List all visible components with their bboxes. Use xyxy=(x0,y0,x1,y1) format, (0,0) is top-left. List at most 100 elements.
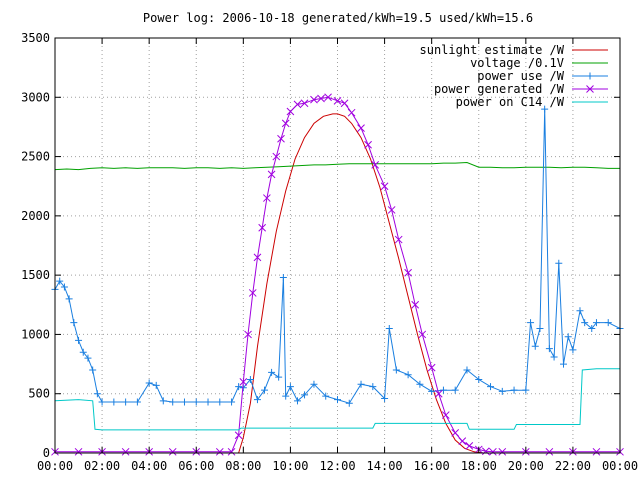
series-4 xyxy=(54,368,620,431)
data-point xyxy=(404,371,412,379)
data-point xyxy=(489,447,497,456)
data-point xyxy=(381,394,389,402)
data-point xyxy=(79,348,87,356)
legend-label: power generated /W xyxy=(434,82,565,96)
data-point xyxy=(481,447,490,456)
data-point xyxy=(347,108,356,117)
data-point xyxy=(498,447,507,456)
data-point xyxy=(498,387,506,395)
data-point xyxy=(369,383,377,391)
data-point xyxy=(258,223,267,232)
data-point xyxy=(263,194,271,202)
series-2 xyxy=(51,105,624,407)
data-point xyxy=(204,398,212,406)
data-point xyxy=(550,353,558,361)
data-point xyxy=(253,253,262,262)
x-tick-label: 00:00 xyxy=(602,459,638,473)
data-point xyxy=(261,386,269,394)
data-point xyxy=(293,100,302,109)
data-point xyxy=(216,398,224,406)
data-point xyxy=(235,383,243,391)
data-point xyxy=(569,346,577,354)
series-layer xyxy=(51,93,624,456)
data-point xyxy=(317,94,325,103)
data-point xyxy=(581,319,589,327)
x-tick-label: 02:00 xyxy=(84,459,120,473)
data-point xyxy=(404,268,412,277)
data-point xyxy=(531,342,539,350)
data-point xyxy=(192,398,200,406)
x-tick-label: 06:00 xyxy=(178,459,214,473)
y-tick-label: 1000 xyxy=(21,327,50,341)
series-line xyxy=(54,161,620,171)
x-tick-label: 22:00 xyxy=(555,459,591,473)
y-tick-label: 2000 xyxy=(21,209,50,223)
data-point xyxy=(439,386,447,394)
data-point xyxy=(394,235,403,244)
data-point xyxy=(286,383,294,391)
data-point xyxy=(98,398,106,406)
data-point xyxy=(121,447,130,456)
legend-label: power on C14 /W xyxy=(456,95,565,109)
data-point xyxy=(441,411,450,419)
data-point xyxy=(168,447,177,456)
data-point xyxy=(357,124,365,132)
axis-ticks: 0 500 1000 1500 2000 2500 3000 3500 00:00 02:00 04… xyxy=(21,31,638,473)
data-point xyxy=(268,368,276,376)
data-point xyxy=(84,354,92,362)
x-tick-label: 12:00 xyxy=(319,459,355,473)
data-point xyxy=(281,119,290,128)
x-tick-label: 16:00 xyxy=(414,459,450,473)
data-point xyxy=(301,391,309,399)
chart-title: Power log: 2006-10-18 generated/kWh=19.5… xyxy=(143,11,533,25)
data-point xyxy=(152,381,160,389)
y-tick-label: 500 xyxy=(28,387,50,401)
data-point xyxy=(122,398,130,406)
data-point xyxy=(246,375,254,383)
y-tick-label: 3000 xyxy=(21,90,50,104)
data-point xyxy=(451,386,459,394)
data-point xyxy=(70,319,78,327)
legend-marker xyxy=(586,72,594,80)
data-point xyxy=(527,319,535,327)
data-point xyxy=(345,399,353,407)
data-point xyxy=(279,274,287,282)
x-tick-label: 00:00 xyxy=(37,459,73,473)
data-point xyxy=(215,447,224,456)
data-point xyxy=(475,375,483,383)
data-point xyxy=(75,336,83,344)
data-point xyxy=(510,386,518,394)
data-point xyxy=(428,387,436,395)
series-line xyxy=(54,368,620,431)
data-point xyxy=(248,289,257,297)
data-point xyxy=(310,95,318,104)
x-tick-label: 08:00 xyxy=(225,459,261,473)
data-point xyxy=(110,398,118,406)
data-point xyxy=(458,437,467,445)
data-point xyxy=(65,295,73,303)
data-point xyxy=(293,397,301,405)
data-point xyxy=(322,392,330,400)
series-0 xyxy=(238,113,484,454)
data-point xyxy=(74,447,83,456)
data-point xyxy=(275,373,283,381)
data-point xyxy=(463,366,471,374)
data-point xyxy=(228,398,236,406)
data-point xyxy=(272,152,281,161)
series-1 xyxy=(54,161,620,171)
data-point xyxy=(253,396,261,404)
y-tick-label: 2500 xyxy=(21,150,50,164)
data-point xyxy=(267,170,276,179)
data-point xyxy=(522,386,530,394)
data-point xyxy=(545,447,554,456)
data-point xyxy=(576,307,584,315)
data-point xyxy=(277,134,285,143)
data-point xyxy=(564,333,572,341)
data-point xyxy=(333,96,342,105)
data-point xyxy=(239,378,248,386)
data-point xyxy=(227,447,236,456)
data-point xyxy=(387,206,396,214)
data-point xyxy=(418,330,427,339)
data-point xyxy=(411,300,420,309)
